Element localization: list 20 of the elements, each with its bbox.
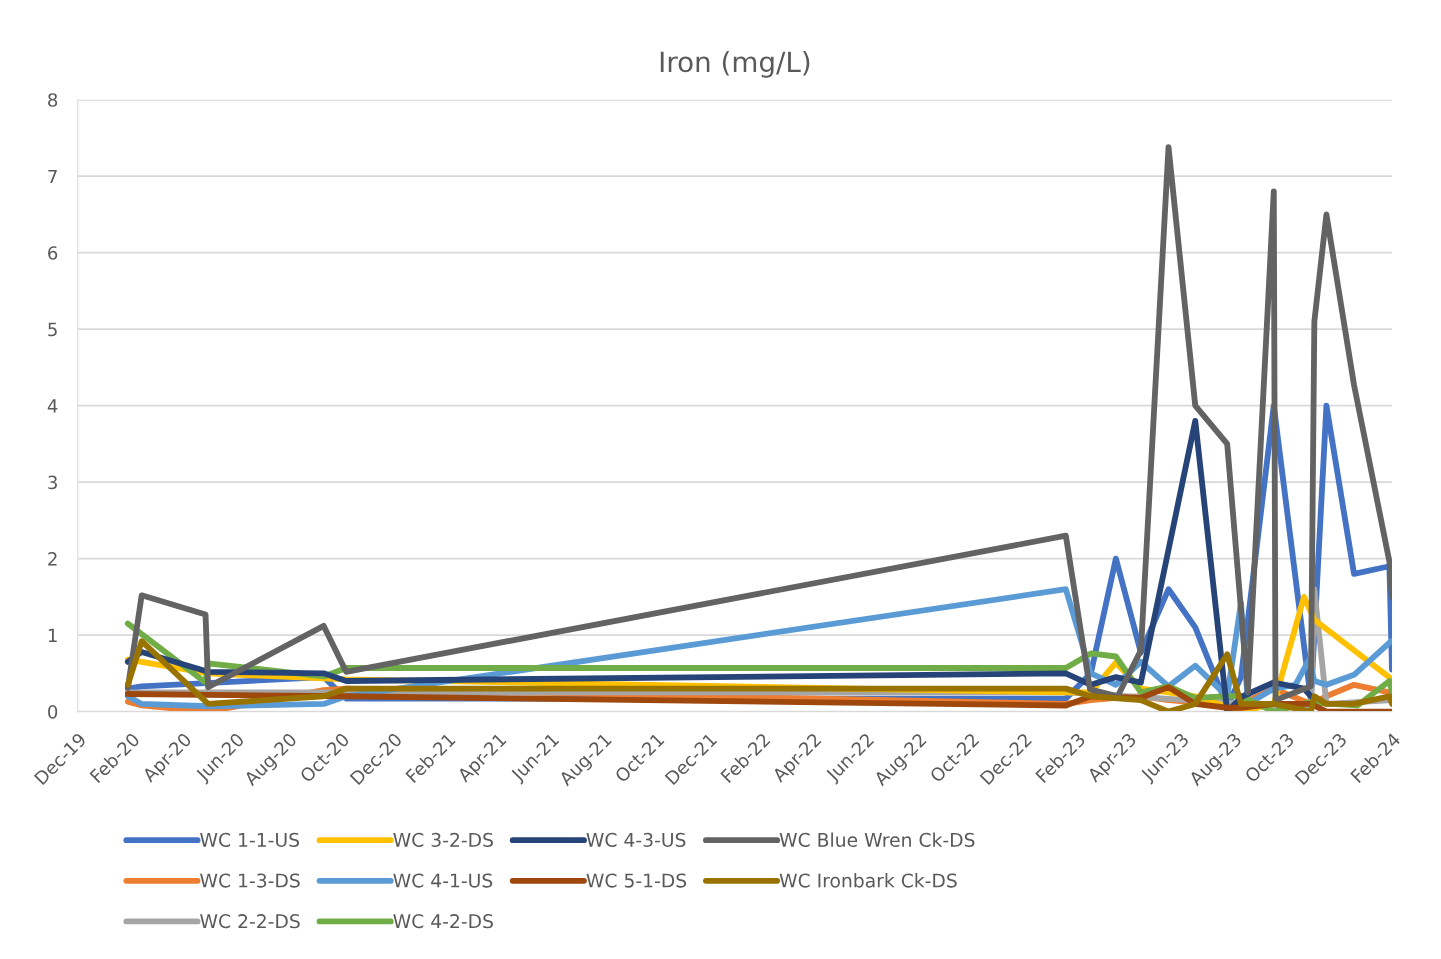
y-tick-label: 5 — [48, 322, 57, 337]
legend-label: WC 3-2-DS — [393, 832, 493, 847]
chart-title: Iron (mg/L) — [660, 50, 810, 78]
y-tick-label: 8 — [48, 93, 58, 107]
legend-label: WC 1-3-DS — [200, 873, 300, 888]
y-tick-label: 4 — [47, 399, 58, 413]
y-tick-label: 1 — [48, 628, 57, 642]
y-tick-label: 2 — [48, 552, 57, 566]
legend-label: WC 2-2-DS — [200, 914, 300, 929]
legend-label: WC 4-1-US — [393, 873, 493, 888]
y-tick-label: 7 — [48, 169, 57, 184]
legend-label: WC Ironbark Ck-DS — [779, 873, 957, 888]
legend-label: WC 5-1-DS — [586, 873, 687, 888]
legend-label: WC 1-1-US — [200, 832, 300, 847]
legend-label: WC 4-3-US — [586, 832, 686, 847]
legend-label: WC Blue Wren Ck-DS — [779, 832, 975, 847]
y-tick-label: 3 — [48, 475, 57, 490]
legend-label: WC 4-2-DS — [393, 914, 493, 929]
y-tick-label: 6 — [48, 246, 58, 260]
y-tick-label: 0 — [48, 705, 58, 719]
